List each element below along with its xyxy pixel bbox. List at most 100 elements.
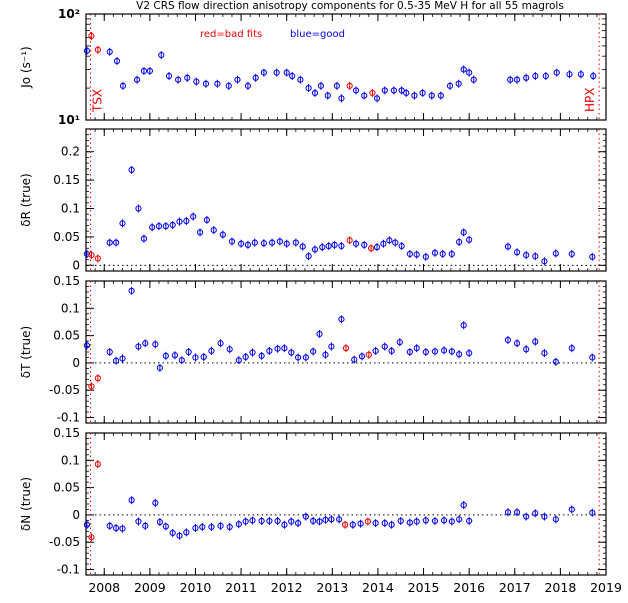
x-tick-label: 2012 xyxy=(271,580,303,595)
data-point xyxy=(411,91,418,100)
data-point xyxy=(88,382,95,391)
data-point xyxy=(440,516,448,525)
point-marker xyxy=(523,74,530,81)
data-point xyxy=(305,252,312,261)
point-marker xyxy=(162,523,169,530)
point-marker xyxy=(504,336,512,344)
data-point xyxy=(456,238,463,247)
data-point xyxy=(553,68,560,77)
point-marker xyxy=(456,238,463,246)
point-marker xyxy=(289,72,296,80)
data-point xyxy=(149,223,156,232)
point-marker xyxy=(119,220,126,227)
data-point xyxy=(422,348,429,356)
data-point xyxy=(269,238,276,247)
point-marker xyxy=(319,244,326,251)
point-marker xyxy=(260,240,267,247)
point-marker xyxy=(428,92,435,99)
data-point xyxy=(162,522,169,531)
y-tick-label: 0.1 xyxy=(61,202,80,216)
data-point xyxy=(568,505,575,514)
panel-frame xyxy=(85,128,607,272)
point-marker xyxy=(183,529,190,536)
data-point xyxy=(328,342,335,351)
panel-4: -0.1 -0.05 0 0.05 0.1 0.15 δN (true) xyxy=(19,426,607,577)
data-point xyxy=(219,230,226,239)
point-marker xyxy=(523,251,530,259)
point-marker xyxy=(513,340,521,347)
point-marker xyxy=(281,521,288,528)
data-point xyxy=(295,519,302,528)
data-point xyxy=(541,349,548,358)
point-marker xyxy=(252,74,259,81)
data-point xyxy=(331,240,338,249)
point-marker xyxy=(199,523,206,531)
point-marker xyxy=(328,516,335,523)
point-marker xyxy=(176,218,183,225)
point-marker xyxy=(94,46,101,53)
data-point xyxy=(234,75,241,84)
data-point xyxy=(388,346,395,355)
data-point xyxy=(589,508,596,517)
point-marker xyxy=(336,516,343,523)
data-point xyxy=(106,521,113,530)
data-point xyxy=(328,515,335,524)
point-marker xyxy=(403,89,410,97)
point-marker xyxy=(372,347,379,355)
data-point xyxy=(372,519,379,528)
point-marker xyxy=(552,358,559,365)
point-marker xyxy=(288,349,295,356)
data-point xyxy=(388,520,395,529)
point-marker xyxy=(504,509,512,516)
point-marker xyxy=(513,509,521,516)
data-point xyxy=(200,352,207,361)
point-marker xyxy=(283,69,290,76)
y-tick-label: 10¹ xyxy=(58,113,80,127)
point-marker xyxy=(398,87,405,94)
point-marker xyxy=(386,237,393,244)
point-marker xyxy=(357,520,364,527)
data-point xyxy=(162,351,169,360)
data-point xyxy=(325,242,332,251)
y-tick-label: 0.15 xyxy=(53,426,80,440)
point-marker xyxy=(373,95,381,102)
data-point xyxy=(237,239,245,248)
x-tick-label: 2008 xyxy=(88,580,120,595)
point-marker xyxy=(460,66,467,73)
data-point xyxy=(369,88,376,97)
point-marker xyxy=(106,348,113,356)
data-point xyxy=(113,57,121,66)
point-marker xyxy=(406,348,413,356)
data-point xyxy=(119,219,126,228)
point-marker xyxy=(466,349,473,357)
data-point xyxy=(365,350,372,359)
data-point xyxy=(338,242,345,251)
point-marker xyxy=(456,351,463,358)
point-marker xyxy=(388,521,395,528)
data-point xyxy=(128,165,135,174)
point-marker xyxy=(542,72,549,80)
data-point xyxy=(128,496,135,505)
data-point xyxy=(113,238,120,247)
point-marker xyxy=(88,32,95,40)
data-point xyxy=(156,363,163,372)
data-point xyxy=(295,353,302,362)
data-point xyxy=(302,512,309,521)
point-marker xyxy=(113,239,120,246)
data-point xyxy=(336,515,343,524)
point-marker xyxy=(94,461,101,468)
point-marker xyxy=(225,82,232,89)
data-point xyxy=(283,239,290,248)
point-marker xyxy=(258,352,265,359)
data-point xyxy=(183,528,190,537)
data-point xyxy=(83,46,91,55)
point-marker xyxy=(541,258,548,265)
data-point xyxy=(460,228,467,237)
data-point xyxy=(439,249,446,258)
data-point xyxy=(349,520,356,529)
data-point xyxy=(338,94,345,103)
point-marker xyxy=(244,82,252,89)
y-tick-label: 0.15 xyxy=(53,274,80,288)
point-marker xyxy=(352,87,360,94)
